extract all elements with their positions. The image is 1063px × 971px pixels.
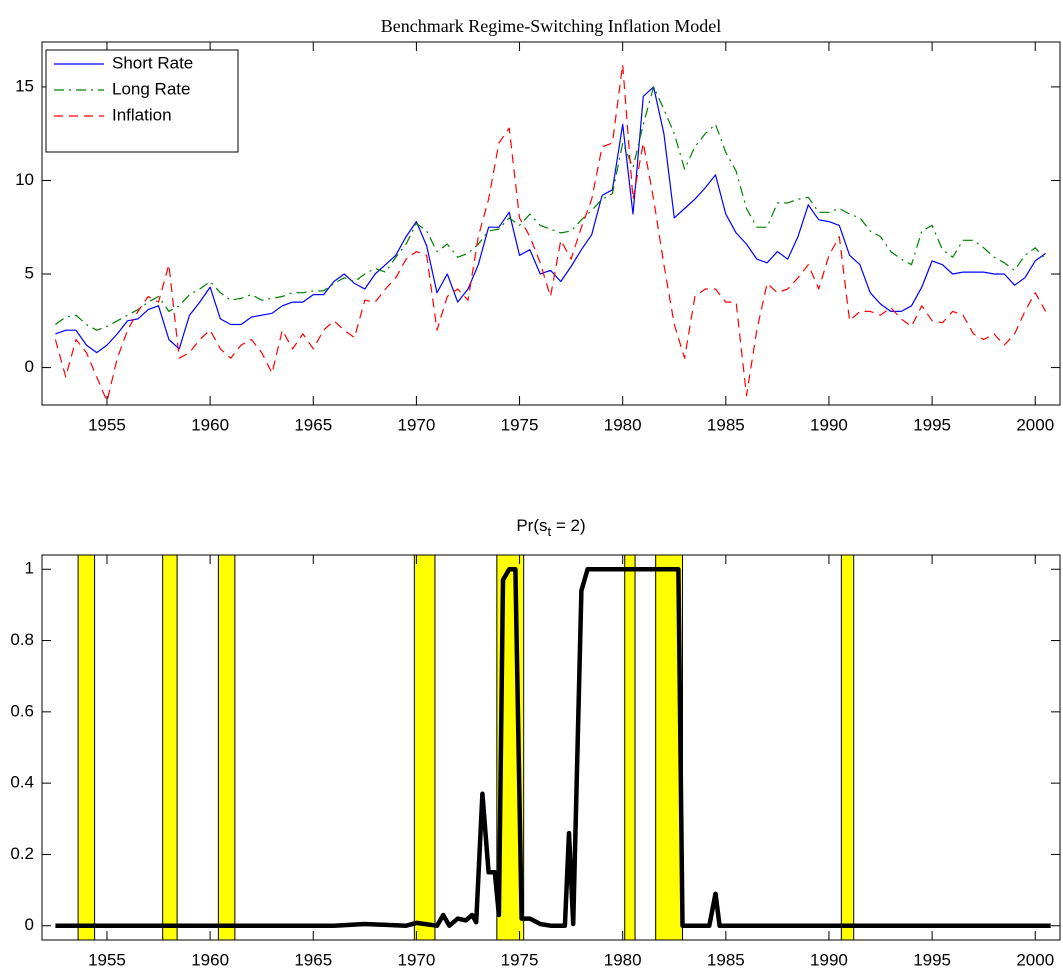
shaded-region xyxy=(162,554,178,941)
x-tick-label: 1970 xyxy=(397,950,435,969)
x-tick-label: 1985 xyxy=(707,415,745,434)
y-tick-label: 0.8 xyxy=(10,630,34,649)
y-tick-label: 0.2 xyxy=(10,844,34,863)
subplot-title: Pr(st = 2) xyxy=(516,516,585,539)
x-tick-label: 1965 xyxy=(294,950,332,969)
legend-label: Short Rate xyxy=(112,53,193,72)
shaded-region xyxy=(624,554,636,941)
probability-line xyxy=(55,567,1051,928)
x-tick-label: 1980 xyxy=(604,950,642,969)
x-tick-label: 1960 xyxy=(191,950,229,969)
y-tick-label: 0 xyxy=(25,357,34,376)
chart-title: Benchmark Regime-Switching Inflation Mod… xyxy=(381,16,721,36)
x-tick-label: 1955 xyxy=(88,415,126,434)
series-line xyxy=(55,86,1046,354)
series-line xyxy=(55,86,1047,331)
legend-box xyxy=(45,49,239,153)
legend-label: Inflation xyxy=(112,105,172,124)
x-tick-label: 1960 xyxy=(191,415,229,434)
x-tick-label: 1980 xyxy=(604,415,642,434)
y-tick-label: 0.4 xyxy=(10,773,34,792)
legend-label: Long Rate xyxy=(112,79,190,98)
x-tick-label: 1965 xyxy=(294,415,332,434)
x-tick-label: 1975 xyxy=(501,950,539,969)
x-tick-label: 1995 xyxy=(913,415,951,434)
x-tick-label: 1990 xyxy=(810,415,848,434)
x-tick-label: 1955 xyxy=(88,950,126,969)
axes-box xyxy=(41,41,1061,406)
shaded-region xyxy=(840,554,855,941)
x-tick-label: 2000 xyxy=(1016,950,1054,969)
y-tick-label: 10 xyxy=(15,170,34,189)
y-tick-label: 1 xyxy=(25,559,34,578)
series-line xyxy=(54,63,1047,402)
x-tick-label: 1995 xyxy=(913,950,951,969)
y-tick-label: 0 xyxy=(25,915,34,934)
shaded-region xyxy=(413,554,436,941)
x-tick-label: 1985 xyxy=(707,950,745,969)
x-tick-label: 1990 xyxy=(810,950,848,969)
y-tick-label: 15 xyxy=(15,76,34,95)
y-tick-label: 5 xyxy=(25,264,34,283)
x-tick-label: 1975 xyxy=(501,415,539,434)
x-tick-label: 2000 xyxy=(1016,415,1054,434)
shaded-region xyxy=(77,554,96,941)
x-tick-label: 1970 xyxy=(397,415,435,434)
y-tick-label: 0.6 xyxy=(10,701,34,720)
axes-box xyxy=(41,554,1061,941)
shaded-region xyxy=(217,554,236,941)
